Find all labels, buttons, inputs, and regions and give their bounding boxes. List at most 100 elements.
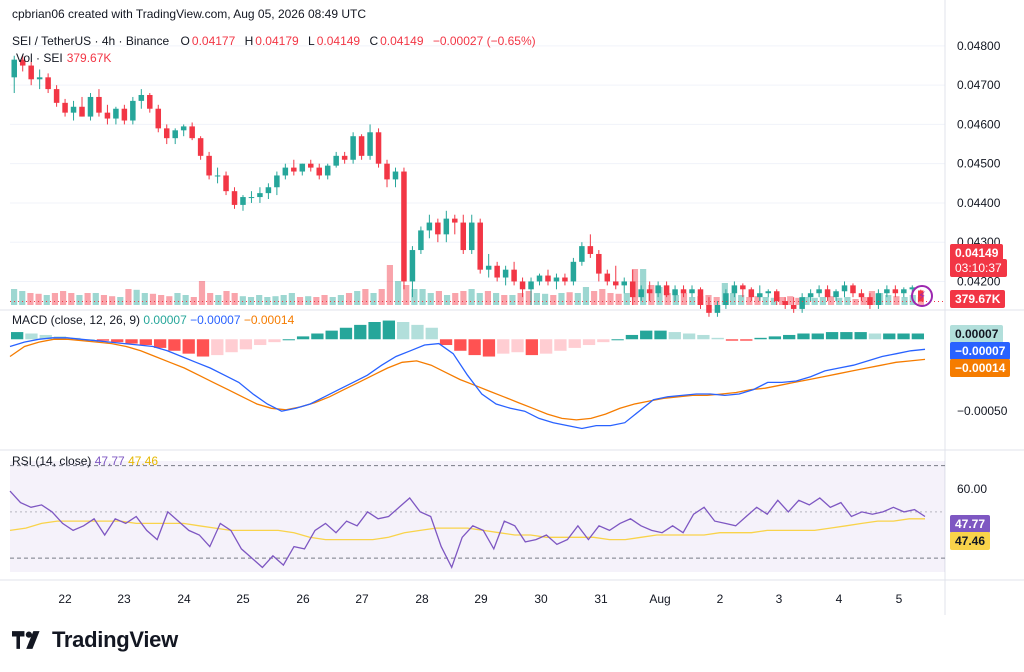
time-tick-label: 31 [594,592,608,606]
candle-body [223,175,229,192]
candle-body [28,65,34,80]
candle-body [596,253,602,274]
candle-body [545,275,551,282]
candle-body [138,94,145,101]
candle-body [358,136,365,156]
candle-body [79,106,85,117]
macd-hist-bar [611,339,624,341]
candle-body [824,289,831,298]
candle-body [19,59,26,66]
candle-body [45,77,51,90]
volume-bar [51,293,59,305]
last-price-tag: 0.04149 [950,244,1004,262]
volume-bar [215,295,222,305]
time-tick-label: 29 [474,592,488,606]
countdown-tag: 03:10:37 [950,259,1007,277]
volume-label[interactable]: Vol · SEI [16,51,63,65]
candle-body [147,94,153,109]
close-value: 0.04149 [380,34,424,48]
volume-bar [844,297,851,305]
candle-body [740,285,746,290]
candle-body [231,191,238,205]
macd-hist-bar [325,330,338,340]
volume-bar [599,289,606,305]
candle-body [892,289,899,294]
volume-bar [648,285,655,305]
rsi-ma-tag-text: 47.46 [955,534,986,548]
rsi-ma-value: 47.46 [128,454,159,468]
candle-body [579,246,585,262]
time-tick-label: 3 [776,592,783,606]
volume-bar [223,291,230,305]
macd-label[interactable]: MACD (close, 12, 26, 9) [12,313,141,327]
candle-body [773,291,780,302]
rsi-ma-tag: 47.46 [950,532,991,550]
volume-bars [11,265,924,305]
candle-body [562,277,568,282]
volume-bar [574,293,581,305]
candle-body [324,165,331,176]
candle-body [629,281,636,298]
volume-bar [272,296,279,305]
macd-hist-bar [339,327,353,340]
volume-bar [607,293,614,305]
candle-body [731,285,738,294]
candle-body [121,108,128,121]
volume-bar [517,293,524,305]
macd-hist-bar [840,332,853,340]
volume-bar [100,295,108,305]
candle-body [782,301,788,305]
macd-hist-bar [354,324,367,340]
volume-bar [427,293,434,305]
macd-hist-bar [225,339,238,353]
volume-bar [27,293,34,305]
candle-body [485,265,492,270]
rsi-band-background [10,461,945,572]
candle-body [672,289,678,296]
volume-bar [754,296,761,305]
volume-bar [836,297,843,305]
rsi-label[interactable]: RSI (14, close) [12,454,92,468]
candle-body [333,155,339,166]
macd-hist-bar [39,334,52,340]
macd-hist-tag: 0.00007 [950,325,1004,343]
symbol-name[interactable]: SEI / TetherUS · 4h · Binance [12,34,170,48]
volume-bar [640,269,647,305]
rsi-tick-label: 60.00 [957,482,987,496]
volume-bar [550,295,557,305]
volume-bar [738,295,745,305]
candle-body [621,281,627,286]
macd-hist-bar [11,332,24,340]
volume-bar [762,297,769,305]
macd-hist-bar [497,339,510,354]
candle-body [130,100,136,121]
low-label: L [308,34,315,48]
macd-signal-value: −0.00014 [243,313,295,327]
tradingview-logo[interactable]: TradingView [12,627,178,653]
macd-hist-bar [740,339,753,341]
volume-bar [305,296,312,305]
macd-hist-bar [139,339,152,346]
volume-bar [386,265,393,305]
candle-body [384,163,390,180]
candle-body [706,305,712,313]
macd-hist-bar [239,339,253,350]
macd-hist-bar [125,339,138,344]
macd-hist-bar [254,339,267,346]
volume-bar [362,289,369,305]
volume-bar [493,293,500,305]
volume-bar [182,295,189,305]
tradingview-logo-icon [12,631,40,649]
time-tick-label: 2 [717,592,724,606]
credit-text: cpbrian06 created with TradingView.com, … [12,7,366,21]
volume-bar [901,297,908,305]
lightning-icon[interactable]: ⚡ [911,285,933,307]
volume-bar [264,297,271,305]
volume-bar [378,289,385,305]
candle-body [570,261,577,282]
volume-tag-text: 379.67K [955,292,1001,306]
volume-bar [787,296,794,305]
candle-body [646,289,653,294]
volume-bar [411,289,418,305]
